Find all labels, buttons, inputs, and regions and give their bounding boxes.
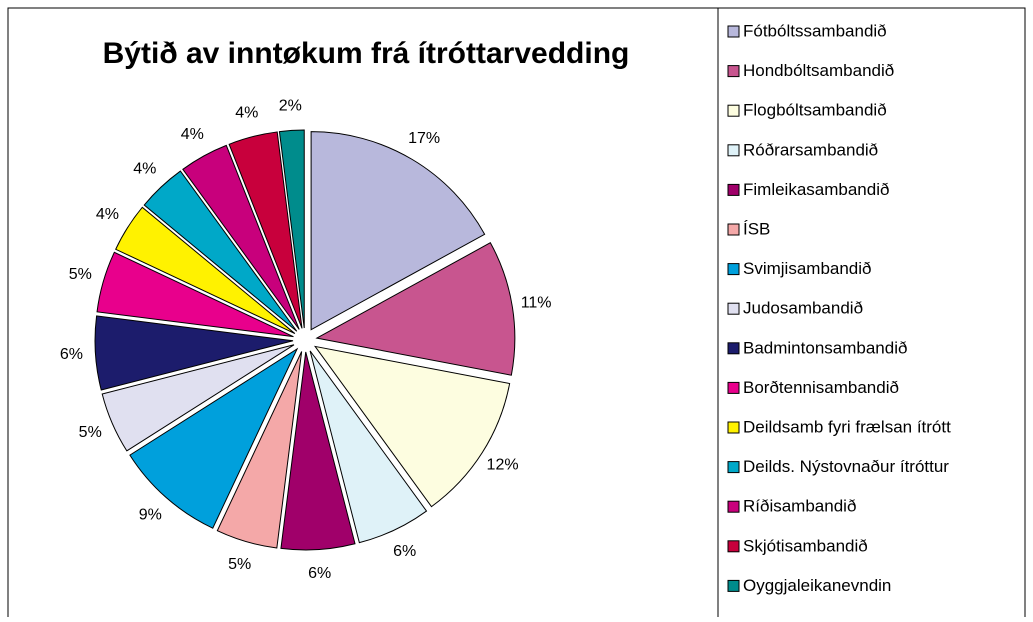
legend-swatch [727, 183, 740, 196]
pie-slice [182, 144, 300, 330]
frame [7, 7, 1026, 617]
legend-label: Róðrarsambandið [743, 140, 878, 159]
data-label: 5% [69, 266, 92, 283]
data-label: 4% [235, 105, 258, 122]
pie-slice [101, 344, 295, 452]
legend-label: Flogbóltsambandið [743, 101, 887, 120]
legend-swatch [727, 461, 740, 474]
legend-label: Badmintonsambandið [743, 338, 907, 357]
legend-swatch [727, 25, 740, 38]
pie-slice [228, 131, 303, 329]
legend-swatch [727, 579, 740, 592]
legend-label: Fimleikasambandið [743, 180, 889, 199]
legend-label: Borðtennisambandið [743, 378, 899, 397]
legend-label: Skjótisambandið [743, 536, 868, 555]
legend-label: Deilds. Nýstovnaður ítróttur [743, 457, 949, 476]
data-label: 2% [279, 98, 302, 115]
legend-swatch [727, 263, 740, 276]
legend-swatch [727, 540, 740, 553]
legend-swatch [727, 500, 740, 513]
pie-slice [278, 129, 305, 329]
data-label: 6% [308, 565, 331, 582]
data-label: 11% [521, 295, 552, 312]
pie-slice [115, 206, 296, 335]
data-label: 4% [133, 161, 156, 178]
pie-slice [315, 242, 516, 376]
legend-swatch [727, 65, 740, 78]
legend-label: ÍSB [743, 219, 770, 238]
pie-slice [310, 131, 486, 331]
legend-label: Oyggjaleikanevndin [743, 576, 891, 595]
legend-label: Hondbóltsambandið [743, 61, 894, 80]
data-label: 6% [60, 346, 83, 363]
legend-label: Judosambandið [743, 299, 863, 318]
pie-slice [129, 347, 299, 529]
pie-slice [94, 315, 294, 391]
legend-swatch [727, 223, 740, 236]
data-label: 5% [228, 556, 251, 573]
data-label: 17% [408, 130, 440, 147]
legend-swatch [727, 342, 740, 355]
legend-label: Svimjisambandið [743, 259, 872, 278]
data-label: 4% [181, 126, 204, 143]
legend-swatch [727, 381, 740, 394]
pie-slice [313, 345, 511, 508]
pie-slice [280, 351, 356, 551]
legend-swatch [727, 144, 740, 157]
legend-swatch [727, 302, 740, 315]
chart-title: Býtið av inntøkum frá ítróttarvedding [103, 37, 630, 70]
pie-slice [216, 351, 303, 549]
legend-label: Fótbóltssambandið [743, 21, 887, 40]
data-label: 5% [79, 424, 102, 441]
legend-swatch [727, 421, 740, 434]
pie-slice [309, 350, 428, 544]
data-label: 6% [393, 543, 416, 560]
pie-slice [96, 251, 294, 338]
legend-label: Deildsamb fyri frælsan ítrótt [743, 417, 951, 436]
pie-slice [143, 170, 298, 332]
data-label: 9% [139, 507, 162, 524]
data-label: 12% [487, 457, 519, 474]
legend-label: Ríðisambandið [743, 497, 856, 516]
legend-swatch [727, 104, 740, 117]
data-label: 4% [96, 206, 119, 223]
